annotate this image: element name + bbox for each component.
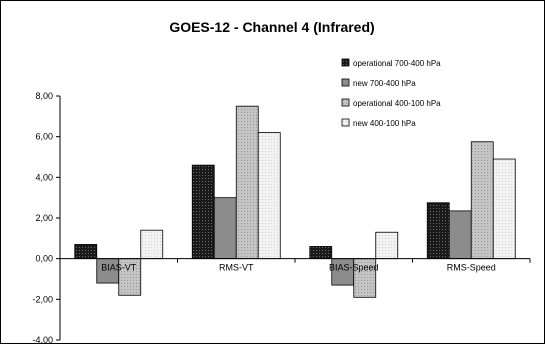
y-tick-label: 0,00 (35, 254, 53, 264)
y-tick-label: 6,00 (35, 132, 53, 142)
legend: operational 700-400 hPa new 700-400 hPa op… (341, 58, 441, 128)
legend-label: operational 700-400 hPa (353, 59, 441, 68)
bar-2-2 (213, 197, 237, 260)
legend-swatch (341, 118, 350, 127)
bar-1-1 (74, 244, 98, 260)
plot-area: -4,00 -2,00 0,00 2,00 4,00 6,00 8,00 BIAS-VT RMS… (32, 91, 531, 344)
category-label: BIAS-Speed (329, 263, 379, 273)
bar-3-4 (470, 141, 494, 260)
y-tick-label: -2,00 (32, 294, 53, 304)
legend-label: new 700-400 hPa (353, 79, 416, 88)
legend-swatch (341, 58, 350, 67)
bar-4-2 (257, 132, 281, 260)
bar-1-2 (191, 164, 215, 260)
category-label: RMS-Speed (447, 263, 496, 273)
category-label: BIAS-VT (101, 263, 137, 273)
y-tick-label: 8,00 (35, 91, 53, 101)
bar-4-1 (140, 229, 164, 260)
legend-label: new 400-100 hPa (353, 119, 416, 128)
bar-2-4 (448, 210, 472, 260)
bar-1-3 (309, 246, 333, 260)
legend-swatch (341, 78, 350, 87)
legend-swatch (341, 98, 350, 107)
bar-3-2 (235, 105, 259, 260)
legend-label: operational 400-100 hPa (353, 99, 441, 108)
bar-4-3 (375, 231, 399, 260)
y-tick-label: 4,00 (35, 172, 53, 182)
chart-title: GOES-12 - Channel 4 (Infrared) (169, 19, 374, 35)
y-tick-label: 2,00 (35, 213, 53, 223)
bar-4-4 (492, 158, 516, 260)
bar-1-4 (426, 202, 450, 260)
category-label: RMS-VT (219, 263, 254, 273)
y-tick-label: -4,00 (32, 335, 53, 344)
